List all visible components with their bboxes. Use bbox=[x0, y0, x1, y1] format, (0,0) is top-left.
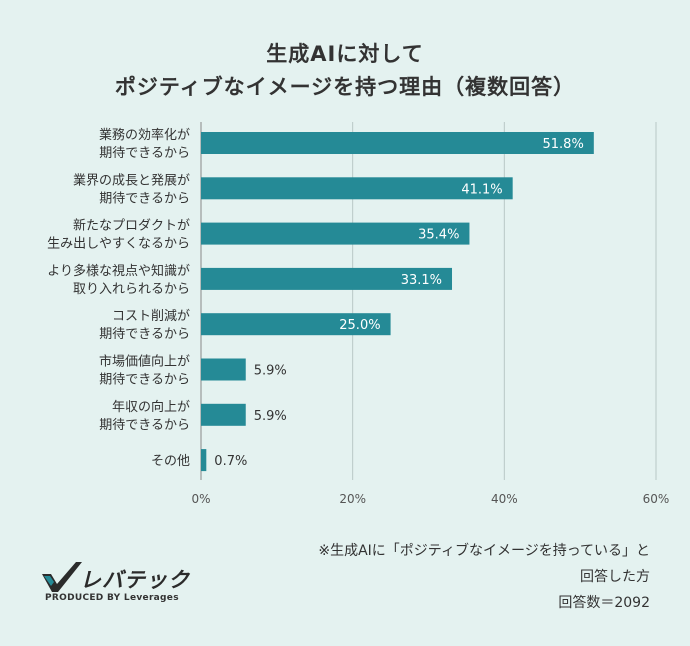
bar-value-label: 25.0% bbox=[339, 318, 380, 333]
category-label: 取り入れられるから bbox=[73, 282, 190, 297]
bar bbox=[201, 403, 246, 426]
bar-value-label: 33.1% bbox=[401, 273, 442, 288]
category-label: その他 bbox=[151, 454, 190, 469]
category-label: 期待できるから bbox=[99, 327, 190, 342]
bar bbox=[201, 358, 246, 381]
category-label: 期待できるから bbox=[99, 191, 190, 206]
bar bbox=[201, 313, 391, 336]
category-label: 年収の向上が bbox=[112, 399, 190, 415]
bar bbox=[201, 449, 207, 472]
bar-value-label: 0.7% bbox=[214, 454, 247, 469]
category-label: 生み出しやすくなるから bbox=[47, 237, 190, 252]
category-label: 新たなプロダクトが bbox=[73, 218, 190, 234]
bar-value-label: 5.9% bbox=[254, 364, 287, 379]
note-line-1: ※生成AIに「ポジティブなイメージを持っている」と bbox=[318, 543, 650, 559]
leverages-check-logo-icon bbox=[42, 562, 82, 592]
bar bbox=[201, 267, 453, 290]
bar-value-label: 35.4% bbox=[418, 228, 459, 243]
bar bbox=[201, 222, 470, 245]
note-line-3: 回答数＝2092 bbox=[558, 595, 650, 611]
bar bbox=[201, 177, 513, 200]
logo-brand: レバテック bbox=[80, 568, 190, 592]
bar bbox=[201, 132, 594, 154]
x-tick-label: 40% bbox=[491, 492, 518, 506]
category-label: 期待できるから bbox=[99, 146, 190, 161]
x-tick-label: 20% bbox=[339, 492, 366, 506]
category-label: 市場価値向上が bbox=[99, 354, 190, 370]
x-tick-label: 60% bbox=[643, 492, 670, 506]
chart-title-line-1: 生成AIに対して bbox=[266, 42, 424, 66]
chart-title-line-2: ポジティブなイメージを持つ理由（複数回答） bbox=[114, 75, 576, 99]
x-tick-label: 0% bbox=[191, 492, 210, 506]
category-label: 期待できるから bbox=[99, 373, 190, 388]
bar-value-label: 41.1% bbox=[461, 182, 502, 197]
category-label: 業界の成長と発展が bbox=[73, 172, 190, 188]
note-line-2: 回答した方 bbox=[580, 569, 650, 585]
category-label: 業務の効率化が bbox=[99, 127, 190, 143]
category-label: 期待できるから bbox=[99, 418, 190, 433]
category-label: より多様な視点や知識が bbox=[47, 263, 190, 279]
bar-value-label: 5.9% bbox=[254, 409, 287, 424]
logo-subtitle: PRODUCED BY Leverages bbox=[45, 593, 179, 603]
bar-value-label: 51.8% bbox=[543, 137, 584, 152]
category-label: コスト削減が bbox=[112, 308, 190, 324]
